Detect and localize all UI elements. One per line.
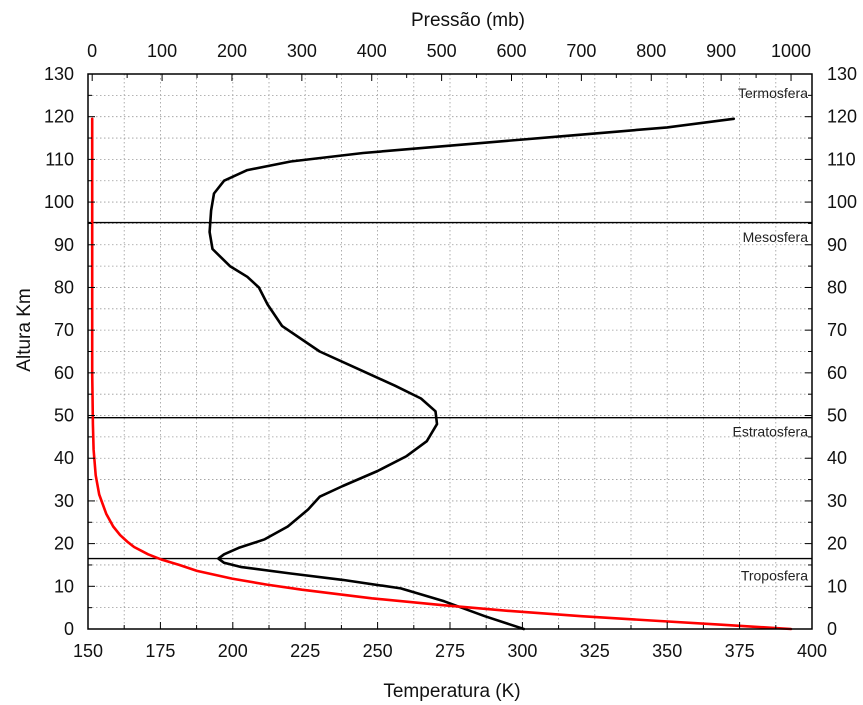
altitude-tick-label-right: 10	[827, 576, 847, 596]
altitude-tick-label-right: 0	[827, 619, 837, 639]
left-axis-title: Altura Km	[14, 288, 35, 371]
layer-label: Troposfera	[741, 568, 808, 584]
bottom-axis-title: Temperatura (K)	[383, 681, 520, 702]
pressure-tick-label: 700	[566, 41, 596, 61]
temperature-tick-label: 275	[435, 641, 465, 661]
layer-label: Termosfera	[738, 85, 808, 101]
altitude-tick-label-right: 130	[827, 64, 857, 84]
pressure-tick-label: 0	[87, 41, 97, 61]
altitude-tick-label-left: 120	[44, 107, 74, 127]
temperature-series-line	[208, 117, 736, 631]
pressure-tick-label: 100	[147, 41, 177, 61]
altitude-tick-label-left: 110	[45, 149, 74, 169]
temperature-tick-label: 225	[290, 641, 320, 661]
altitude-tick-label-right: 40	[827, 448, 847, 468]
altitude-tick-label-left: 20	[54, 534, 74, 554]
temperature-tick-label: 375	[725, 641, 755, 661]
altitude-tick-label-right: 110	[827, 149, 856, 169]
altitude-tick-label-left: 0	[64, 619, 74, 639]
layer-label: Mesosfera	[743, 229, 809, 245]
pressure-tick-label: 1000	[771, 41, 811, 61]
tick-labels: 0 0 10 10 20 20 30 30 40 40 50 50 60 60 70 70 80 80 90 90 10…	[44, 41, 857, 661]
altitude-tick-label-right: 100	[827, 192, 857, 212]
altitude-tick-label-right: 50	[827, 406, 847, 426]
pressure-tick-label: 400	[357, 41, 387, 61]
altitude-tick-label-left: 130	[44, 64, 74, 84]
pressure-tick-label: 900	[706, 41, 736, 61]
altitude-tick-label-left: 50	[54, 406, 74, 426]
altitude-tick-label-right: 120	[827, 107, 857, 127]
altitude-tick-label-right: 80	[827, 277, 847, 297]
temperature-tick-label: 300	[507, 641, 537, 661]
ticks	[87, 73, 813, 630]
altitude-tick-label-left: 80	[54, 277, 74, 297]
pressure-tick-label: 200	[217, 41, 247, 61]
temperature-tick-label: 200	[218, 641, 248, 661]
altitude-tick-label-right: 70	[827, 320, 847, 340]
layer-names: Troposfera Estratosfera Mesosfera Termosfer…	[733, 85, 809, 583]
temperature-tick-label: 350	[652, 641, 682, 661]
layer-boundaries	[88, 221, 812, 560]
altitude-tick-label-right: 60	[827, 363, 847, 383]
temperature-tick-label: 400	[797, 641, 827, 661]
temperature-tick-label: 175	[145, 641, 175, 661]
grid	[88, 74, 812, 629]
altitude-tick-label-left: 90	[54, 235, 74, 255]
altitude-tick-label-left: 30	[54, 491, 74, 511]
pressure-tick-label: 300	[287, 41, 317, 61]
altitude-tick-label-left: 70	[54, 320, 74, 340]
pressure-tick-label: 800	[636, 41, 666, 61]
pressure-series-line	[90, 117, 793, 631]
temperature-tick-label: 150	[73, 641, 103, 661]
altitude-tick-label-right: 20	[827, 534, 847, 554]
pressure-tick-label: 500	[427, 41, 457, 61]
pressure-tick-label: 600	[496, 41, 526, 61]
altitude-tick-label-left: 60	[54, 363, 74, 383]
temperature-tick-label: 325	[580, 641, 610, 661]
altitude-tick-label-right: 30	[827, 491, 847, 511]
altitude-tick-label-left: 40	[54, 448, 74, 468]
altitude-tick-label-right: 90	[827, 235, 847, 255]
top-axis-title: Pressão (mb)	[411, 10, 525, 31]
series	[90, 117, 793, 631]
altitude-tick-label-left: 10	[54, 576, 74, 596]
altitude-tick-label-left: 100	[44, 192, 74, 212]
layer-label: Estratosfera	[733, 423, 809, 439]
temperature-tick-label: 250	[363, 641, 393, 661]
